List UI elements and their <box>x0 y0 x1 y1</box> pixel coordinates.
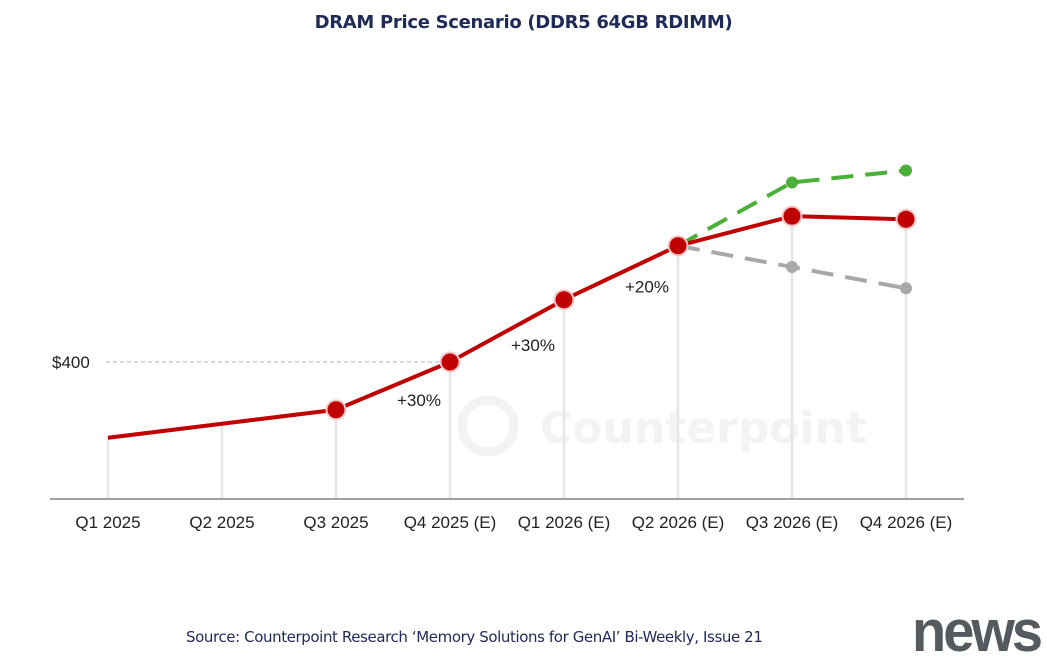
series-line-base <box>107 214 907 440</box>
growth-annotation: +20% <box>625 278 669 297</box>
x-tick-label: Q1 2025 <box>75 513 140 532</box>
x-tick-label: Q2 2026 (E) <box>632 513 725 532</box>
reference-label: $400 <box>52 353 90 372</box>
source-note: Source: Counterpoint Research ‘Memory So… <box>186 628 763 646</box>
series-point-downside <box>786 261 798 274</box>
series-line-upside <box>677 168 907 248</box>
x-tick-label: Q4 2026 (E) <box>860 513 953 532</box>
series-point-base <box>897 210 915 228</box>
series-point-base <box>555 291 573 309</box>
x-tick-label: Q3 2026 (E) <box>746 513 839 532</box>
counterpoint-watermark: Counterpoint <box>457 395 867 457</box>
growth-annotation: +30% <box>511 336 555 355</box>
line-chart: Counterpoint $400 Q1 2025 Q2 2025 Q3 2025 Q… <box>50 164 964 532</box>
series-point-upside <box>900 164 912 177</box>
watermark-logo-icon <box>457 395 519 457</box>
news-logo: news <box>912 597 1043 664</box>
series-point-downside <box>900 282 912 295</box>
series-point-upside <box>786 176 798 189</box>
chart-title: DRAM Price Scenario (DDR5 64GB RDIMM) <box>314 12 733 33</box>
x-tick-label: Q3 2025 <box>303 513 368 532</box>
series-point-base <box>441 353 459 371</box>
growth-annotation: +30% <box>397 391 441 410</box>
watermark-text: Counterpoint <box>540 403 867 454</box>
x-tick-label: Q4 2025 (E) <box>404 513 497 532</box>
series-point-base <box>669 237 687 255</box>
x-tick-label: Q2 2025 <box>189 513 254 532</box>
series-point-base <box>783 207 801 225</box>
x-tick-label: Q1 2026 (E) <box>518 513 611 532</box>
series-point-base <box>327 401 345 419</box>
